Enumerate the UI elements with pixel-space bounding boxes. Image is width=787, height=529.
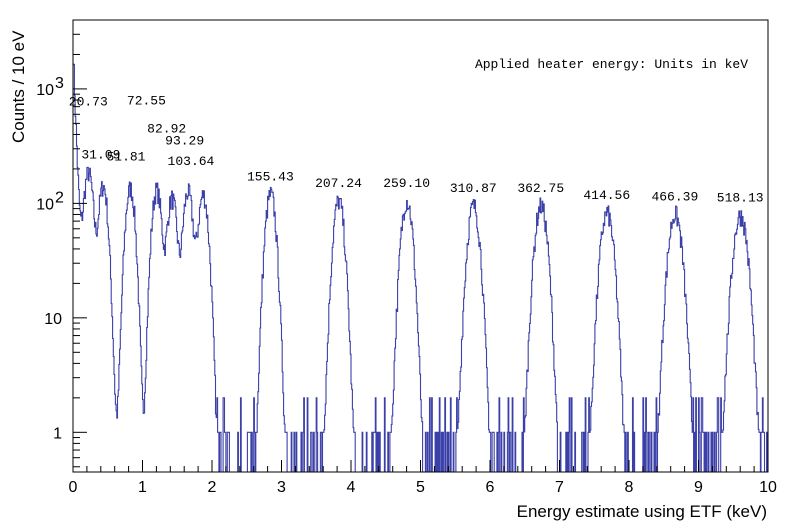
x-tick-label: 6 [486, 479, 495, 496]
x-tick-label: 5 [416, 479, 425, 496]
peak-label: 207.24 [315, 176, 362, 191]
peak-label: 72.55 [127, 93, 166, 108]
x-axis-title: Energy estimate using ETF (keV) [517, 502, 767, 521]
y-tick-label: 10 [44, 311, 62, 328]
peak-label: 259.10 [383, 176, 430, 191]
peak-label: 466.39 [651, 189, 698, 204]
plot-frame [72, 19, 769, 473]
peak-label: 31.09 [81, 148, 120, 163]
y-tick-label: 10 [36, 196, 54, 213]
peak-label: 93.29 [165, 133, 204, 148]
peak-label: 20.73 [69, 95, 108, 110]
axes [72, 19, 769, 473]
y-axis-title: Counts / 10 eV [9, 30, 28, 143]
peak-label: 414.56 [583, 188, 630, 203]
x-tick-label: 1 [138, 479, 147, 496]
x-tick-label: 8 [625, 479, 634, 496]
chart-annotation: Applied heater energy: Units in keV [475, 57, 748, 72]
peak-label: 82.92 [147, 122, 186, 137]
x-tick-label: 0 [69, 479, 78, 496]
peak-label: 103.64 [168, 154, 215, 169]
x-tick-label: 9 [694, 479, 703, 496]
peak-label: 310.87 [450, 181, 497, 196]
y-tick-label: 1 [53, 425, 62, 442]
y-tick-label: 10 [36, 82, 54, 99]
peak-label: 155.43 [247, 169, 294, 184]
x-tick-label: 7 [555, 479, 564, 496]
x-tick-label: 2 [208, 479, 217, 496]
x-tick-label: 3 [277, 479, 286, 496]
peak-label: 362.75 [517, 181, 564, 196]
y-tick-exponent: 2 [55, 189, 64, 206]
x-tick-label: 10 [759, 479, 777, 496]
peak-label: 51.81 [106, 149, 145, 164]
x-tick-label: 4 [347, 479, 356, 496]
y-tick-exponent: 3 [55, 75, 64, 92]
peak-label: 518.13 [717, 191, 764, 206]
